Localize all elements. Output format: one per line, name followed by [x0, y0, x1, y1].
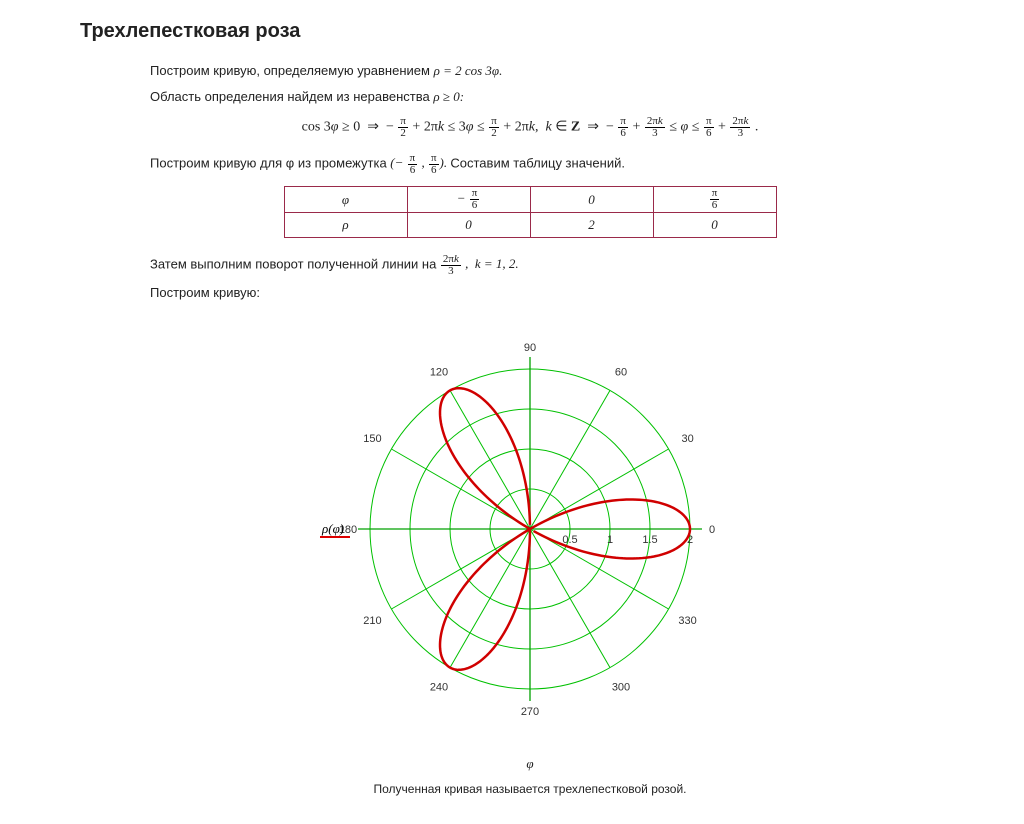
svg-text:240: 240 — [430, 681, 448, 693]
inequality: ρ ≥ 0: — [433, 89, 464, 104]
svg-text:60: 60 — [615, 366, 627, 378]
page-title: Трехлепестковая роза — [80, 20, 1004, 43]
value-table: φ − π6 0 π6 ρ 0 2 0 — [284, 186, 777, 238]
para-5: Построим кривую: — [150, 283, 910, 303]
para-4: Затем выполним поворот полученной линии … — [150, 254, 910, 277]
svg-text:330: 330 — [678, 615, 696, 627]
table-cell: π6 — [653, 187, 776, 213]
footer-note: Полученная кривая называется трехлепестк… — [150, 780, 910, 798]
para-2: Область определения найдем из неравенств… — [150, 87, 910, 107]
table-cell: − π6 — [407, 187, 530, 213]
table-cell: 0 — [407, 213, 530, 238]
para-1: Построим кривую, определяемую уравнением… — [150, 61, 910, 81]
table-cell: 0 — [530, 187, 653, 213]
table-cell: 2 — [530, 213, 653, 238]
svg-text:270: 270 — [521, 706, 539, 718]
para-3: Построим кривую для φ из промежутка (− π… — [150, 153, 910, 176]
interval: (− π6 , π6). — [390, 155, 450, 170]
rotation-term: 2πk3 , k = 1, 2. — [440, 256, 519, 271]
table-cell: 0 — [653, 213, 776, 238]
svg-text:1: 1 — [607, 534, 613, 546]
svg-text:1.5: 1.5 — [642, 534, 657, 546]
para3-text-a: Построим кривую для φ из промежутка — [150, 155, 390, 170]
svg-text:90: 90 — [524, 342, 536, 354]
table-row: φ − π6 0 π6 — [284, 187, 776, 213]
svg-text:210: 210 — [363, 615, 381, 627]
para3-text-c: Составим таблицу значений. — [450, 155, 625, 170]
svg-text:0: 0 — [709, 524, 715, 536]
svg-text:150: 150 — [363, 433, 381, 445]
table-cell: φ — [284, 187, 407, 213]
polar-chart: 03060901201501802102402703003300.511.52ρ… — [150, 309, 910, 772]
content-area: Построим кривую, определяемую уравнением… — [150, 61, 910, 798]
table-cell: ρ — [284, 213, 407, 238]
table-row: ρ 0 2 0 — [284, 213, 776, 238]
svg-text:ρ(φ): ρ(φ) — [321, 521, 344, 536]
para4-text-a: Затем выполним поворот полученной линии … — [150, 256, 440, 271]
svg-text:120: 120 — [430, 366, 448, 378]
svg-text:300: 300 — [612, 681, 630, 693]
para1-text: Построим кривую, определяемую уравнением — [150, 63, 434, 78]
para2-text: Область определения найдем из неравенств… — [150, 89, 433, 104]
polar-svg: 03060901201501802102402703003300.511.52ρ… — [310, 309, 750, 749]
phi-axis-label: φ — [150, 756, 910, 772]
equation-main: ρ = 2 cos 3φ. — [434, 63, 503, 78]
svg-text:30: 30 — [681, 433, 693, 445]
formula-block: cos 3φ ≥ 0 ⇒ − π2 + 2πk ≤ 3φ ≤ π2 + 2πk,… — [150, 116, 910, 139]
